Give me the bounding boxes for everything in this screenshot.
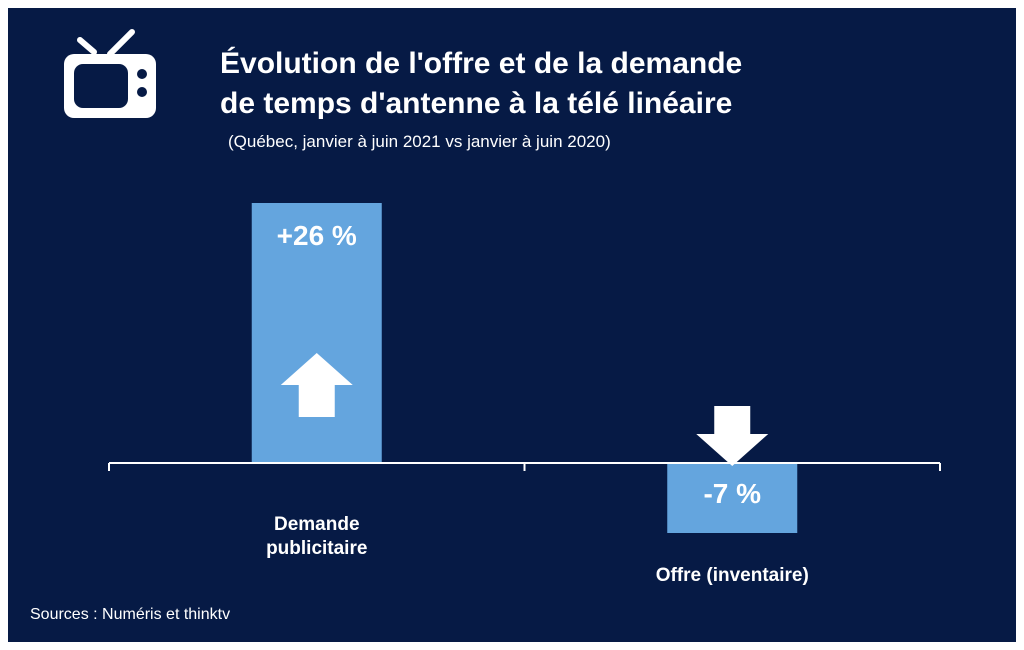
sources-note: Sources : Numéris et thinktv <box>30 606 231 623</box>
bar-0 <box>251 203 382 463</box>
bar-1 <box>667 463 798 533</box>
arrow-up-icon <box>280 353 353 417</box>
category-label-0-1: publicitaire <box>266 538 367 559</box>
data-label-0: +26 % <box>277 220 357 251</box>
chart-title-line-1: Évolution de l'offre et de la demande <box>220 47 743 80</box>
labels-group: +26 % Demande publicitaire -7 % Offre (inven… <box>266 220 809 586</box>
chart-title-line-2: de temps d'antenne à la télé linéaire <box>220 87 733 120</box>
category-label-1-0: Offre (inventaire) <box>656 565 809 586</box>
chart-subtitle: (Québec, janvier à juin 2021 vs janvier … <box>228 132 611 151</box>
arrows-group <box>280 353 769 466</box>
chart-panel: Évolution de l'offre et de la demande de… <box>8 8 1016 642</box>
category-label-0-0: Demande <box>274 514 360 535</box>
tv-icon <box>64 29 156 118</box>
x-axis <box>108 462 941 471</box>
data-label-1: -7 % <box>703 478 761 509</box>
bars-group <box>251 203 798 533</box>
arrow-down-icon <box>696 406 769 466</box>
bar-chart: +26 % Demande publicitaire -7 % Offre (inven… <box>108 203 941 586</box>
chart-title: Évolution de l'offre et de la demande de… <box>220 44 920 124</box>
